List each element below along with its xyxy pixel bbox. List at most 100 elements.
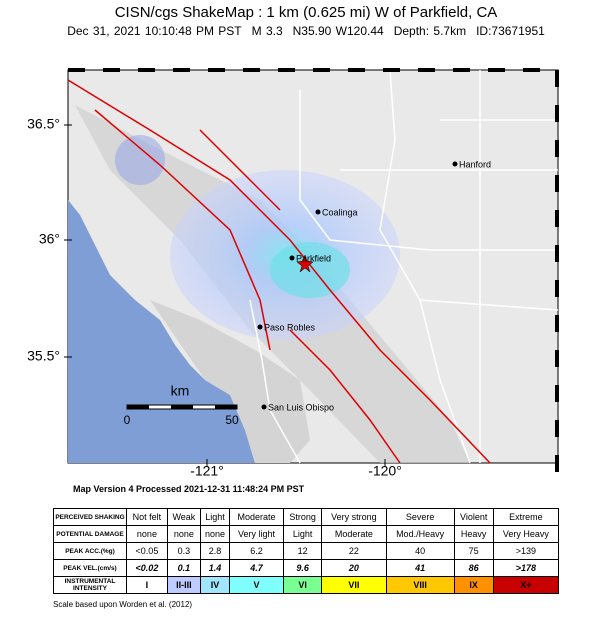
row-header: POTENTIAL DAMAGE	[53, 525, 127, 543]
legend-cell: 0.3	[166, 542, 201, 560]
frame-stripe	[555, 70, 559, 87]
legend-row: PERCEIVED SHAKING Not felt Weak Light Modera…	[53, 508, 560, 526]
legend-cell: >139	[492, 542, 560, 560]
legend-row: POTENTIAL DAMAGE none none none Very light Li…	[53, 525, 560, 543]
legend-cell: <0.02	[126, 559, 168, 577]
header: CISN/cgs ShakeMap : 1 km (0.625 mi) W of…	[0, 4, 612, 38]
subtitle-part: M 3.3	[251, 24, 283, 38]
legend-row: PEAK ACC.(%g) <0.05 0.3 2.8 6.2 12 22 40 75 >139	[53, 542, 560, 560]
row-header: PEAK VEL.(cm/s)	[53, 559, 127, 577]
frame-stripe	[313, 68, 330, 72]
legend-cell: Not felt	[126, 508, 168, 526]
legend-cell: Light	[199, 508, 231, 526]
title: CISN/cgs ShakeMap : 1 km (0.625 mi) W of…	[114, 4, 498, 21]
legend-cell: none	[199, 525, 231, 543]
legend-cell: Severe	[385, 508, 455, 526]
legend-row: PEAK VEL.(cm/s) <0.02 0.1 1.4 4.7 9.6 20 41 86 >1…	[53, 559, 560, 577]
legend-cell: Very Heavy	[492, 525, 560, 543]
intensity-legend: PERCEIVED SHAKING Not felt Weak Light Modera…	[53, 508, 560, 594]
place-label: Hanford	[459, 159, 491, 169]
legend-cell: Extreme	[492, 508, 560, 526]
lon-label: -120°	[368, 463, 402, 479]
place-label: Parkfield	[296, 253, 331, 263]
frame-stripe	[68, 68, 85, 72]
epicenter	[296, 254, 314, 273]
place-dot	[289, 255, 295, 261]
lat-label: 36°	[39, 231, 60, 247]
frame-stripe	[555, 105, 559, 122]
scale-bar-segment	[127, 405, 149, 409]
frame-stripe	[418, 68, 435, 72]
frame-stripe	[523, 68, 540, 72]
legend-cell: 1.4	[199, 559, 231, 577]
legend-cell: IV	[199, 576, 231, 594]
legend-cell: 6.2	[229, 542, 285, 560]
legend-cell: Very light	[229, 525, 285, 543]
subtitle-part: ID:73671951	[476, 24, 545, 38]
scale-bar-segment	[171, 405, 193, 409]
legend-cell: IX	[453, 576, 494, 594]
scale-bar-segment	[215, 405, 237, 409]
place-dot	[452, 161, 458, 167]
legend-cell: >178	[492, 559, 560, 577]
scale-start: 0	[124, 413, 131, 427]
legend-cell: 12	[283, 542, 323, 560]
faults	[67, 79, 491, 464]
legend-cell: 20	[321, 559, 387, 577]
place-label: San Luis Obispo	[268, 402, 334, 412]
lon-label: -121°	[190, 463, 224, 479]
legend-row: INSTRUMENTAL INTENSITY I II-III IV V VI VII VII…	[53, 576, 560, 594]
frame-stripe	[208, 68, 225, 72]
lat-label: 35.5°	[27, 348, 60, 364]
place-label: Paso Robles	[264, 322, 316, 332]
frame-stripe	[555, 455, 559, 472]
legend-cell: Moderate	[229, 508, 285, 526]
frame-stripe	[383, 68, 400, 72]
legend-cell: Heavy	[453, 525, 494, 543]
legend-cell: Violent	[453, 508, 494, 526]
legend-cell: VI	[283, 576, 323, 594]
frame-stripe	[348, 68, 365, 72]
frame-stripe	[488, 68, 505, 72]
frame-stripe	[103, 68, 120, 72]
place-label: Coalinga	[322, 207, 358, 217]
legend-cell: Weak	[166, 508, 201, 526]
legend-cell: II-III	[166, 576, 201, 594]
shaking-core	[270, 242, 350, 298]
frame-stripe	[555, 350, 559, 367]
frame-stripe	[173, 68, 190, 72]
legend-cell: 75	[453, 542, 494, 560]
place-dot	[315, 209, 321, 215]
frame-stripe	[555, 385, 559, 402]
legend-cell: 41	[385, 559, 455, 577]
frame-stripe	[555, 175, 559, 192]
legend-cell: Very strong	[321, 508, 387, 526]
legend-cell: 2.8	[199, 542, 231, 560]
legend-cell: 9.6	[283, 559, 323, 577]
legend-cell: VIII	[385, 576, 455, 594]
legend-cell: 4.7	[229, 559, 285, 577]
frame-stripe	[555, 210, 559, 227]
frame-stripe	[278, 68, 295, 72]
frame-stripe	[555, 245, 559, 262]
legend-cell: VII	[321, 576, 387, 594]
subtitle-part: Dec 31, 2021 10:10:48 PM PST	[67, 24, 242, 38]
lat-label: 36.5°	[27, 116, 60, 132]
frame-stripe	[453, 68, 470, 72]
legend-cell: none	[166, 525, 201, 543]
frame-stripe	[555, 280, 559, 297]
row-header: PERCEIVED SHAKING	[53, 508, 127, 526]
place-dot	[257, 324, 263, 330]
legend-cell: Mod./Heavy	[385, 525, 455, 543]
legend-cell: Light	[283, 525, 323, 543]
place-dot	[261, 404, 267, 410]
footer: Map Version 4 Processed 2021-12-31 11:48…	[73, 484, 305, 494]
legend-cell: none	[126, 525, 168, 543]
map: km 0 50 36.5° 36° 35.5° -121° -120° Hanford Co…	[27, 68, 559, 479]
frame-stripe	[555, 420, 559, 437]
shaking-patch	[115, 135, 165, 185]
legend-cell: 22	[321, 542, 387, 560]
legend-cell: 0.1	[166, 559, 201, 577]
subtitle-part: Depth: 5.7km	[393, 24, 467, 38]
